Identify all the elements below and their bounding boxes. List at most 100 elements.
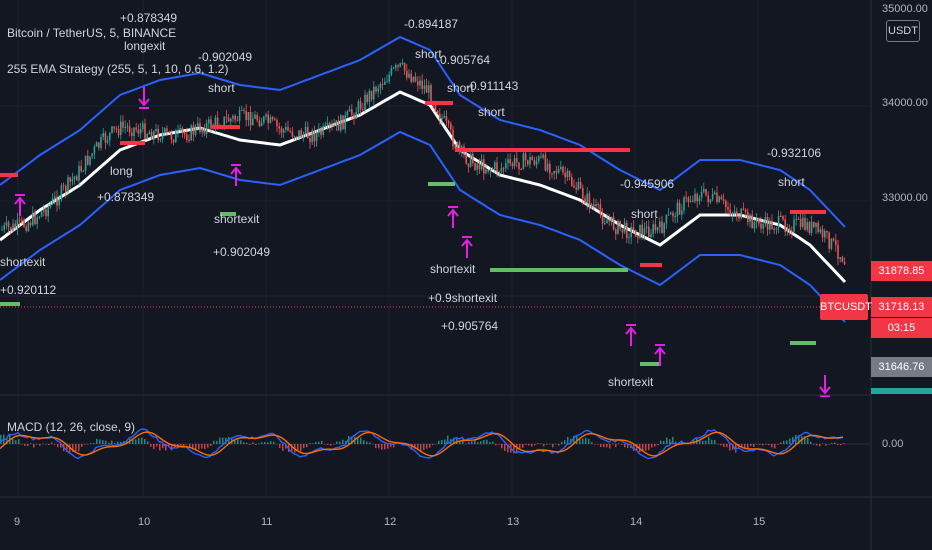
candle-body [744,209,747,212]
trade-label-shortexit: shortexit [608,375,654,389]
macd-histogram-bar [90,443,92,444]
candle-body [311,130,313,143]
candle-body [762,224,764,229]
candle-body [535,161,538,165]
candle-body [588,193,591,208]
candle-body [579,182,582,189]
candle-body [155,128,157,132]
time-tick-10: 10 [138,516,150,528]
candle-body [780,215,782,217]
macd-histogram-bar [96,438,98,444]
macd-histogram-bar [279,444,281,448]
candle-body [201,128,203,132]
macd-histogram-bar [285,444,287,449]
candle-body [384,81,386,85]
macd-histogram-bar [189,444,191,448]
candle-body [353,114,355,119]
candle-body [718,196,720,203]
candle-body [491,168,494,170]
currency-button[interactable]: USDT [886,20,920,42]
candle-body [507,159,509,164]
symbol-title[interactable]: Bitcoin / TetherUS, 5, BINANCE [7,26,177,40]
entry-arrow-head [654,346,666,355]
candle-body [577,182,580,190]
candle-body [410,73,412,82]
macd-histogram-bar [243,442,245,444]
macd-histogram-bar [822,443,824,445]
candle-body [54,196,56,199]
macd-histogram-bar [297,444,299,451]
macd-histogram-bar [816,444,818,446]
candle-body [835,240,837,246]
candle-body [168,131,170,133]
trade-label-short: short [778,175,805,189]
macd-histogram-bar [141,437,143,444]
macd-histogram-bar [207,444,209,448]
candle-body [43,209,45,212]
macd-histogram-bar [318,441,320,444]
macd-histogram-bar [30,443,32,444]
macd-histogram-bar [72,444,74,452]
macd-histogram-bar [156,444,158,447]
macd-histogram-bar [828,444,830,445]
candle-body [502,168,505,170]
candle-body [828,232,830,249]
macd-histogram-bar [774,444,776,449]
candle-body [740,208,742,219]
candle-body [725,200,727,208]
macd-histogram-bar [714,439,716,444]
macd-histogram-bar [633,444,635,452]
candle-body [111,126,113,133]
macd-histogram-bar [165,444,167,451]
macd-histogram-bar [813,444,815,445]
candle-body [489,168,492,172]
macd-histogram-bar [225,437,227,444]
macd-histogram-bar [825,444,827,446]
candle-body [639,224,641,239]
candle-body [696,193,698,202]
macd-histogram-bar [642,444,644,452]
macd-histogram-bar [270,441,272,444]
macd-histogram-bar [621,444,623,445]
candle-body [58,199,60,206]
candle-body [522,153,525,170]
candle-body [296,136,298,138]
entry-arrow-head [230,166,242,175]
macd-histogram-bar [519,444,521,449]
candle-body [256,114,258,121]
macd-histogram-bar [729,444,731,451]
candle-body [483,159,485,174]
candle-body [188,140,190,142]
macd-histogram-bar [591,442,593,444]
macd-histogram-bar [192,444,194,450]
macd-histogram-bar [732,444,734,450]
entry-arrow-head [447,208,459,217]
candle-body [476,164,478,170]
candle-body [703,188,705,192]
candle-body [38,216,41,218]
time-tick-11: 11 [261,516,272,528]
candle-body [401,62,404,64]
candle-body [791,231,793,233]
candle-body [478,164,481,170]
candle-body [133,127,135,137]
candle-body [474,163,476,170]
strategy-title[interactable]: 255 EMA Strategy (255, 5, 1, 10, 0.6, 1.… [7,62,229,76]
candle-body [344,115,346,130]
candle-body [480,159,483,170]
candle-body [760,223,762,229]
macd-histogram-bar [333,444,335,445]
macd-histogram-bar [807,437,809,444]
candle-body [366,94,368,103]
macd-histogram-bar [120,441,122,444]
candle-body [223,116,225,128]
macd-title[interactable]: MACD (12, 26, close, 9) [7,420,136,434]
candle-body [568,171,571,178]
candle-body [263,116,265,123]
macd-histogram-bar [726,444,728,448]
trade-label-shortexit: shortexit [430,262,476,276]
candle-body [619,220,621,229]
macd-histogram-bar [618,443,620,444]
candle-body [395,65,397,68]
